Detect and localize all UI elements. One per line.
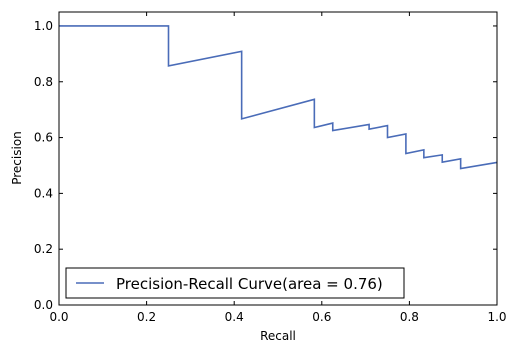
x-tick-label: 0.6 [312, 310, 331, 324]
y-axis-label: Precision [10, 131, 24, 185]
y-tick-label: 0.0 [34, 298, 53, 312]
plot-frame [58, 11, 498, 306]
x-tick-label: 0.0 [49, 310, 68, 324]
y-tick-label: 0.4 [34, 186, 53, 200]
legend-box [65, 267, 405, 299]
y-tick-label: 0.8 [34, 75, 53, 89]
y-tick-label: 0.6 [34, 131, 53, 145]
series-line-precision-recall [59, 25, 498, 170]
x-tick-label: 0.4 [225, 310, 244, 324]
x-tick-label: 1.0 [487, 310, 506, 324]
x-axis-label: Recall [260, 329, 296, 343]
legend-entry-label: Precision-Recall Curve(area = 0.76) [116, 275, 383, 293]
y-tick-label: 1.0 [34, 19, 53, 33]
y-tick-label: 0.2 [34, 242, 53, 256]
legend: Precision-Recall Curve(area = 0.76) [65, 267, 405, 299]
series-layer [59, 25, 498, 170]
x-tick-label: 0.8 [400, 310, 419, 324]
x-tick-label: 0.2 [137, 310, 156, 324]
